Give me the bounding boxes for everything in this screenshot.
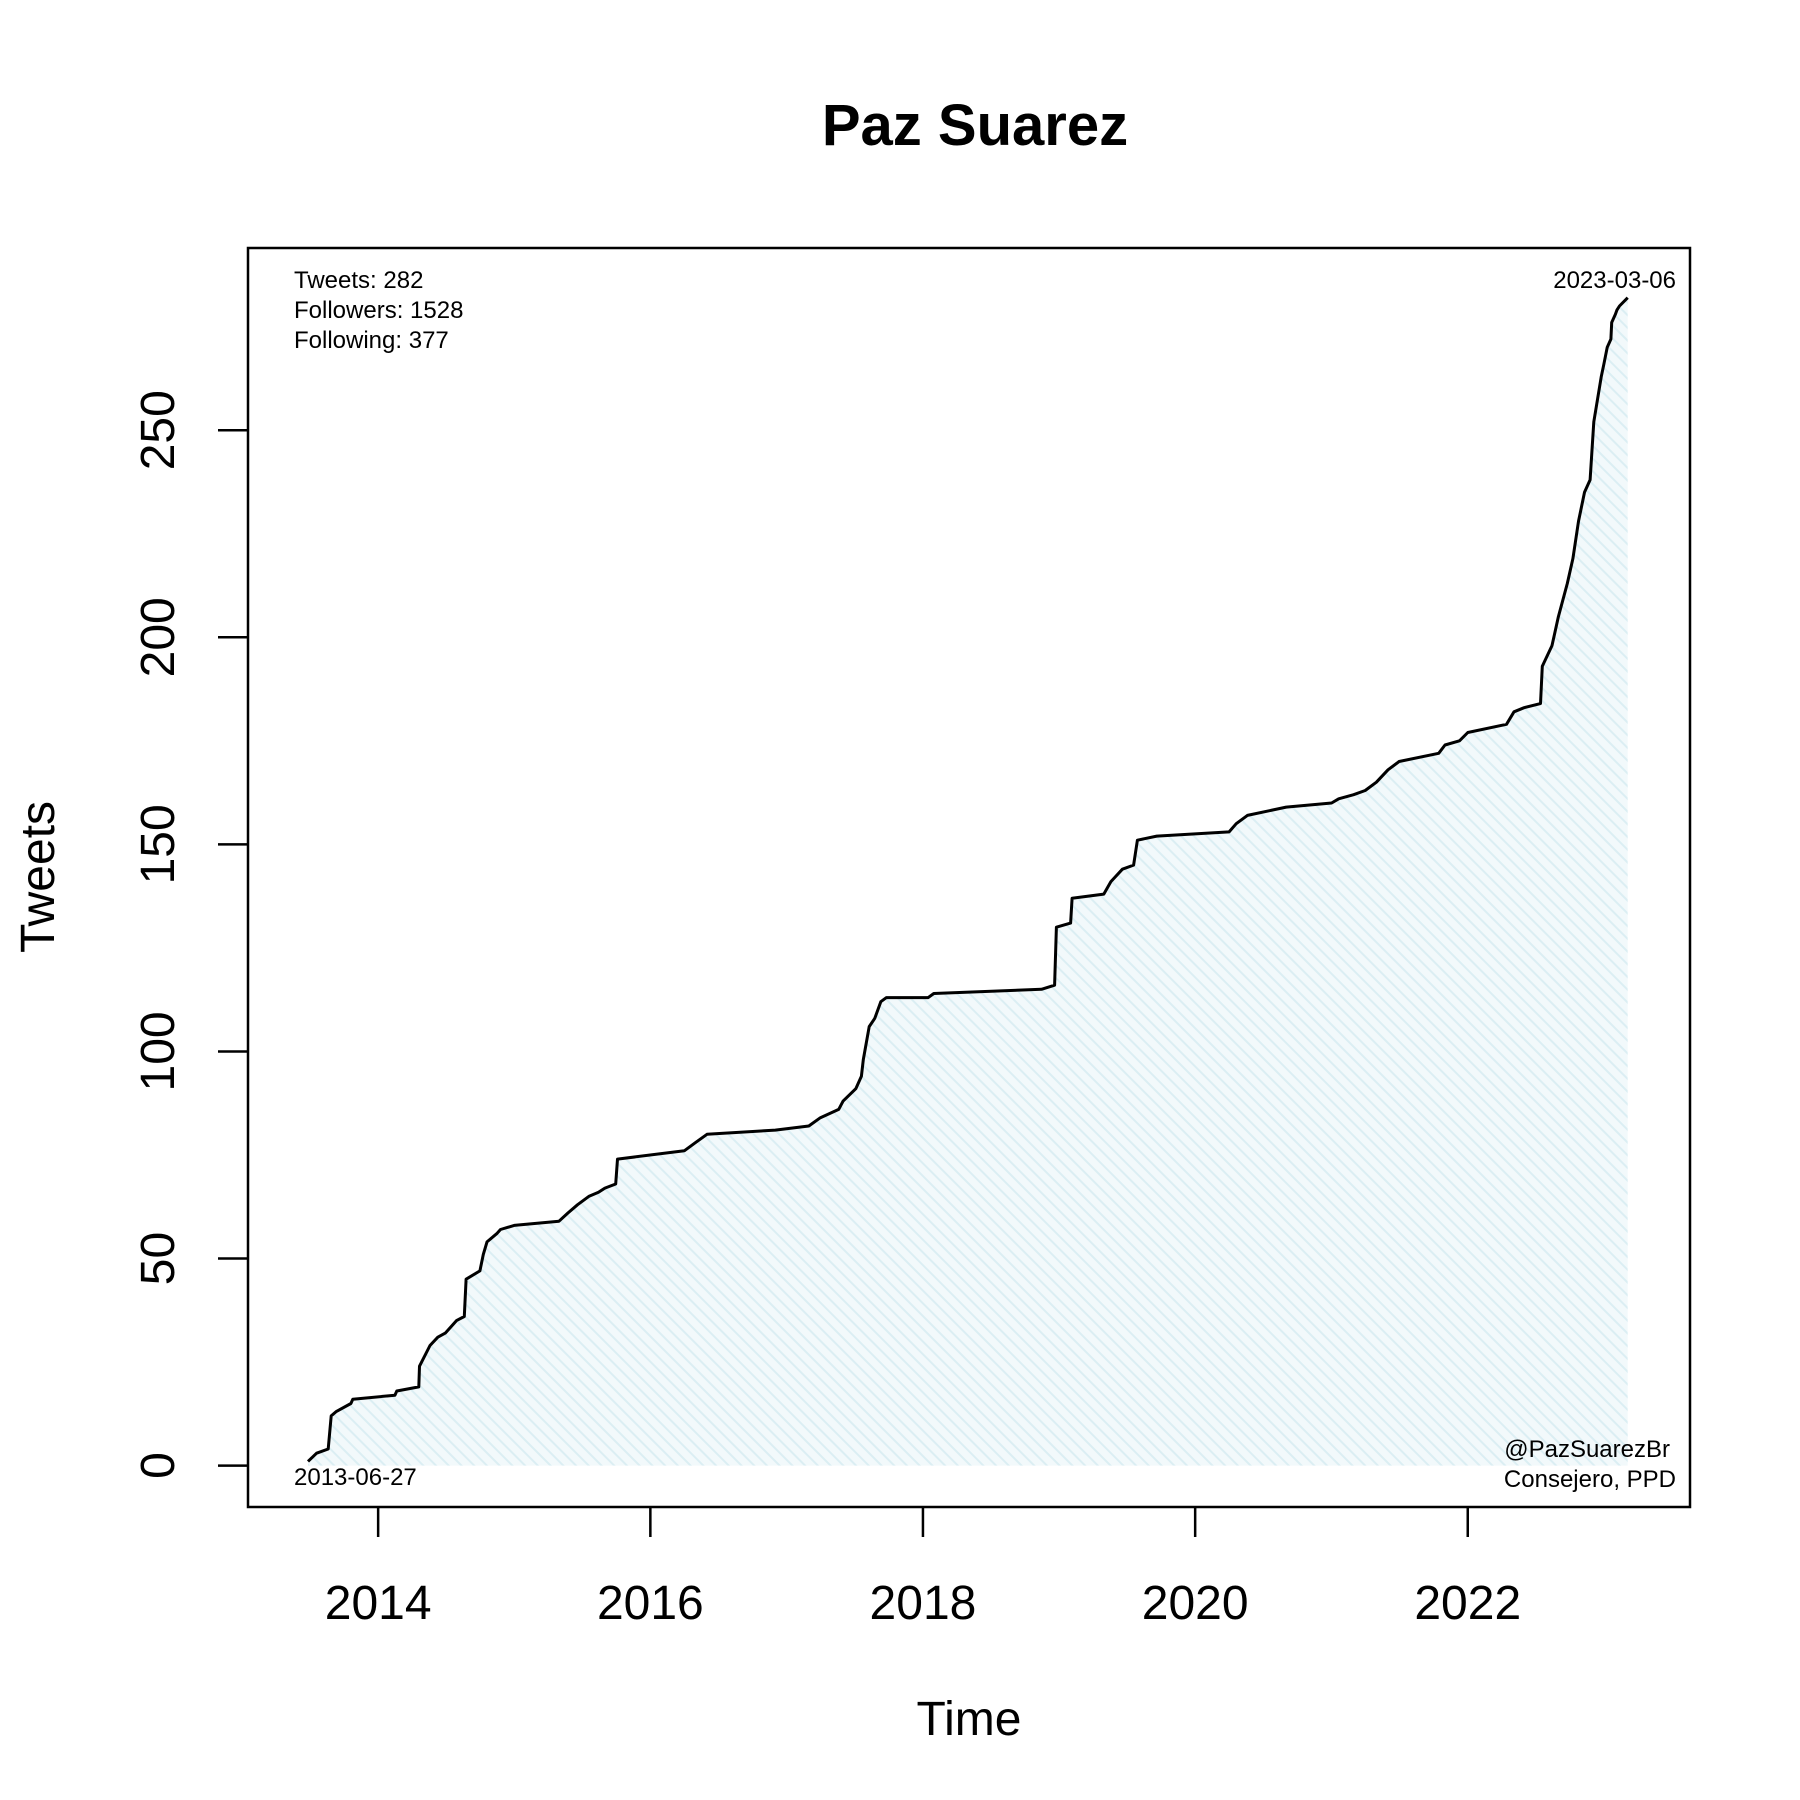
x-tick-label-2018: 2018 bbox=[870, 1577, 977, 1630]
y-tick-label-50: 50 bbox=[132, 1232, 185, 1285]
end-date-label: 2023-03-06 bbox=[1553, 267, 1676, 294]
x-axis-label: Time bbox=[917, 1693, 1022, 1746]
x-tick-label-2022: 2022 bbox=[1414, 1577, 1521, 1630]
account-role: Consejero, PPD bbox=[1504, 1466, 1676, 1493]
account-handle: @PazSuarezBr bbox=[1504, 1436, 1670, 1463]
y-tick-label-100: 100 bbox=[132, 1011, 185, 1091]
x-tick-label-2014: 2014 bbox=[325, 1577, 432, 1630]
x-axis: 2014 2016 2018 2020 2022 bbox=[325, 1507, 1521, 1630]
plot-frame bbox=[246, 246, 1692, 1509]
y-axis: 0 50 100 150 200 250 bbox=[132, 390, 248, 1479]
y-tick-label-250: 250 bbox=[132, 390, 185, 470]
series-line bbox=[306, 296, 1629, 1463]
y-tick-label-0: 0 bbox=[132, 1452, 185, 1479]
plot-area bbox=[306, 296, 1629, 1466]
x-tick-label-2016: 2016 bbox=[597, 1577, 704, 1630]
x-tick-label-2020: 2020 bbox=[1142, 1577, 1249, 1630]
y-tick-label-150: 150 bbox=[132, 804, 185, 884]
tweets-count: Tweets: 282 bbox=[294, 267, 423, 294]
followers-count: Followers: 1528 bbox=[294, 297, 463, 324]
y-axis-label: Tweets bbox=[12, 801, 65, 953]
area-fill bbox=[308, 297, 1628, 1466]
y-tick-label-200: 200 bbox=[132, 597, 185, 677]
chart-title: Paz Suarez bbox=[822, 93, 1128, 158]
following-count: Following: 377 bbox=[294, 327, 449, 354]
start-date-label: 2013-06-27 bbox=[294, 1464, 417, 1491]
